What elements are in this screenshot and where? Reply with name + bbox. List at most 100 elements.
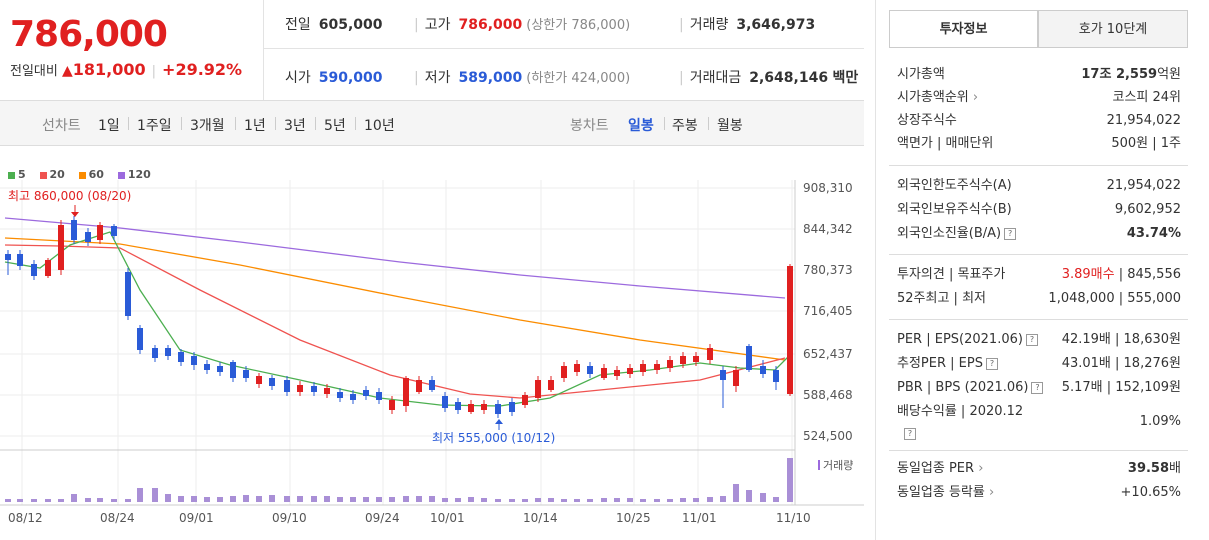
volume-bar xyxy=(165,494,171,502)
candle-body xyxy=(760,366,766,374)
volume-bar xyxy=(85,498,91,502)
volume-bar xyxy=(468,497,474,502)
volume-bar xyxy=(535,498,541,502)
candle-body xyxy=(204,364,210,370)
change-percent: +29.92% xyxy=(162,60,243,79)
candle-body xyxy=(614,370,620,376)
volume-bar xyxy=(178,496,184,502)
x-tick: 08/12 xyxy=(8,511,43,525)
candle-body xyxy=(311,386,317,392)
volume-bar xyxy=(204,497,210,502)
volume-bar xyxy=(243,495,249,502)
row-cap-rank[interactable]: 시가총액순위 › 코스피 24위 xyxy=(897,90,1181,105)
row-foreign-limit: 외국인한도주식수(A) 21,954,022 xyxy=(897,178,1181,193)
candle-body xyxy=(137,328,143,350)
help-icon[interactable]: ? xyxy=(1031,381,1044,394)
candle-body xyxy=(667,360,673,368)
ma120-line xyxy=(4,217,786,299)
candle-body xyxy=(389,400,395,410)
volume-bar xyxy=(363,497,369,502)
candle-body xyxy=(5,254,11,260)
price-chart[interactable]: 최고 860,000 (08/20) 최저 555,000 (10/12) 90… xyxy=(0,180,870,540)
volume-bar xyxy=(284,496,290,502)
candle-body xyxy=(535,380,541,398)
ma5-line xyxy=(4,231,791,407)
candle-body xyxy=(178,352,184,362)
candle-body xyxy=(627,368,633,374)
volume-bar xyxy=(71,494,77,502)
help-icon[interactable]: ? xyxy=(1004,227,1017,240)
x-tick: 09/01 xyxy=(179,511,214,525)
volume-bar xyxy=(733,484,739,502)
candle-body xyxy=(773,370,779,382)
candle-body xyxy=(587,366,593,374)
volume-bar xyxy=(693,498,699,502)
y-tick: 780,373 xyxy=(803,263,853,277)
volume-bar xyxy=(574,499,580,502)
row-par-value: 액면가 | 매매단위 500원 | 1주 xyxy=(897,136,1181,151)
period-10y[interactable]: 10년 xyxy=(364,118,395,134)
candle-body xyxy=(256,376,262,384)
x-tick: 10/14 xyxy=(523,511,558,525)
candle-body xyxy=(191,356,197,365)
help-icon[interactable]: ? xyxy=(985,357,998,370)
help-icon[interactable]: ? xyxy=(904,428,916,440)
period-1d[interactable]: 1일 xyxy=(98,118,120,134)
row-foreign-ratio: 외국인소진율(B/A)? 43.74% xyxy=(897,226,1181,241)
volume-bar xyxy=(45,499,51,502)
volume-bar xyxy=(350,497,356,502)
volume-bar xyxy=(481,498,487,502)
candle-daily[interactable]: 일봉 xyxy=(628,118,654,134)
price-change: 전일대비 ▲181,000 | +29.92% xyxy=(10,60,243,79)
volume-bar xyxy=(509,499,515,502)
period-1w[interactable]: 1주일 xyxy=(137,118,172,134)
volume-label: 거래량 xyxy=(823,459,853,472)
help-icon[interactable]: ? xyxy=(1025,333,1038,346)
volume-bar xyxy=(627,498,633,502)
ma20-line xyxy=(4,244,786,399)
period-3y[interactable]: 3년 xyxy=(284,118,306,134)
period-3m[interactable]: 3개월 xyxy=(190,118,225,134)
volume-bar xyxy=(614,498,620,502)
high-annotation: 최고 860,000 (08/20) xyxy=(8,189,131,203)
volume-bar xyxy=(601,498,607,502)
row-sector-change[interactable]: 동일업종 등락률 › +10.65% xyxy=(897,485,1181,500)
x-tick: 10/01 xyxy=(430,511,465,525)
candle-body xyxy=(243,370,249,378)
period-5y[interactable]: 5년 xyxy=(324,118,346,134)
candle-body xyxy=(707,348,713,360)
candle-body xyxy=(58,225,64,270)
y-tick: 652,437 xyxy=(803,347,853,361)
candle-body xyxy=(522,395,528,405)
candle-body xyxy=(720,370,726,380)
candle-body xyxy=(337,392,343,398)
candle-body xyxy=(481,404,487,410)
volume: | 거래량 3,646,973 xyxy=(679,17,816,33)
current-price: 786,000 xyxy=(10,14,168,55)
volume-bar xyxy=(97,498,103,502)
low-price: | 저가 589,000 (하한가 424,000) xyxy=(414,70,631,86)
volume-bar xyxy=(31,499,37,502)
x-tick: 08/24 xyxy=(100,511,135,525)
candle-weekly[interactable]: 주봉 xyxy=(672,118,698,134)
candle-body xyxy=(297,385,303,392)
tab-invest-info[interactable]: 투자정보 xyxy=(889,10,1038,48)
candle-body xyxy=(548,380,554,390)
tab-quote-10[interactable]: 호가 10단계 xyxy=(1038,10,1188,48)
candle-body xyxy=(376,392,382,400)
candle-body xyxy=(350,394,356,400)
volume-bar xyxy=(311,496,317,502)
candle-body xyxy=(71,220,77,240)
line-chart-label: 선차트 xyxy=(42,118,81,134)
period-1y[interactable]: 1년 xyxy=(244,118,266,134)
ma60-line xyxy=(4,237,786,361)
volume-bar xyxy=(217,497,223,502)
volume-bar xyxy=(256,496,262,502)
row-opinion: 투자의견 | 목표주가 3.89매수 | 845,556 xyxy=(897,267,1181,282)
row-dividend: 배당수익률 | 2020.12 1.09% xyxy=(897,404,1181,429)
row-sector-per[interactable]: 동일업종 PER › 39.58배 xyxy=(897,461,1181,476)
volume-bar xyxy=(376,497,382,502)
volume-bar xyxy=(455,498,461,502)
volume-bar xyxy=(746,490,752,502)
candle-monthly[interactable]: 월봉 xyxy=(717,118,743,134)
